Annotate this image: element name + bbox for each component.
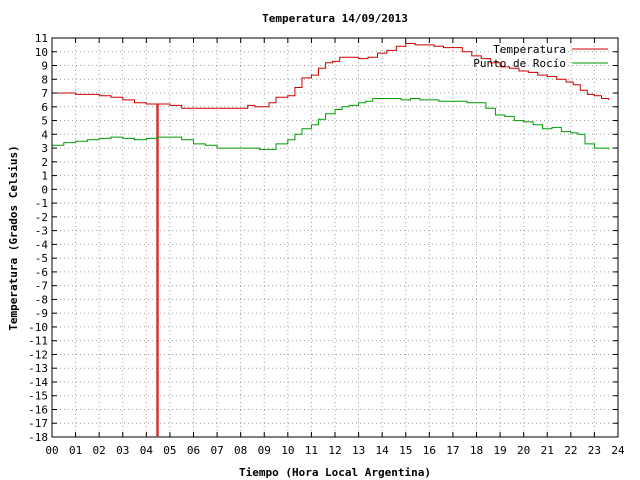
y-tick-label: 6 — [41, 101, 48, 114]
y-tick-label: 3 — [41, 142, 48, 155]
y-tick-label: -13 — [28, 362, 48, 375]
y-tick-label: -11 — [28, 335, 48, 348]
y-tick-label: 5 — [41, 115, 48, 128]
y-tick-label: -17 — [28, 417, 48, 430]
x-tick-label: 01 — [69, 444, 82, 457]
grid — [52, 38, 618, 437]
y-tick-label: -10 — [28, 321, 48, 334]
x-tick-label: 24 — [611, 444, 625, 457]
y-tick-label: -15 — [28, 390, 48, 403]
x-tick-label: 20 — [517, 444, 530, 457]
y-tick-label: -8 — [35, 293, 48, 306]
y-tick-label: -5 — [35, 252, 48, 265]
x-tick-label: 12 — [328, 444, 341, 457]
y-tick-label: -2 — [35, 211, 48, 224]
x-tick-label: 05 — [163, 444, 176, 457]
legend-label-1: Temperatura — [493, 43, 566, 56]
y-tick-label: -6 — [35, 266, 48, 279]
y-tick-label: 2 — [41, 156, 48, 169]
x-tick-label: 04 — [140, 444, 154, 457]
y-tick-label: 4 — [41, 128, 48, 141]
y-tick-label: -9 — [35, 307, 48, 320]
x-tick-label: 09 — [258, 444, 271, 457]
x-tick-label: 16 — [423, 444, 436, 457]
y-tick-label: 11 — [35, 32, 48, 45]
y-tick-label: 10 — [35, 46, 48, 59]
chart-title: Temperatura 14/09/2013 — [262, 12, 408, 25]
y-axis-label: Temperatura (Grados Celsius) — [7, 145, 20, 330]
y-tick-label: 9 — [41, 60, 48, 73]
y-tick-label: -1 — [35, 197, 48, 210]
x-tick-label: 07 — [210, 444, 223, 457]
x-tick-label: 22 — [564, 444, 577, 457]
x-tick-label: 03 — [116, 444, 129, 457]
series-line-2 — [52, 98, 610, 150]
x-tick-label: 19 — [493, 444, 506, 457]
x-tick-label: 11 — [305, 444, 318, 457]
y-tick-label: 0 — [41, 183, 48, 196]
y-tick-label: 8 — [41, 73, 48, 86]
x-axis-label: Tiempo (Hora Local Argentina) — [239, 466, 431, 479]
y-tick-label: 7 — [41, 87, 48, 100]
y-tick-label: -18 — [28, 431, 48, 444]
x-tick-label: 18 — [470, 444, 483, 457]
x-tick-label: 23 — [588, 444, 601, 457]
legend-label-2: Punto de Rocío — [473, 57, 566, 70]
x-tick-label: 17 — [446, 444, 459, 457]
y-tick-label: -4 — [35, 238, 49, 251]
x-tick-label: 00 — [45, 444, 58, 457]
series-line-1 — [52, 43, 610, 437]
axis-ticks: -18-17-16-15-14-13-12-11-10-9-8-7-6-5-4-… — [28, 32, 625, 457]
y-tick-label: -14 — [28, 376, 48, 389]
series-layer — [52, 43, 610, 437]
y-tick-label: -3 — [35, 225, 48, 238]
x-tick-label: 08 — [234, 444, 247, 457]
x-tick-label: 14 — [376, 444, 390, 457]
x-tick-label: 06 — [187, 444, 200, 457]
y-tick-label: -12 — [28, 348, 48, 361]
y-tick-label: -7 — [35, 280, 48, 293]
x-tick-label: 02 — [93, 444, 106, 457]
x-tick-label: 21 — [541, 444, 554, 457]
x-tick-label: 13 — [352, 444, 365, 457]
x-tick-label: 10 — [281, 444, 294, 457]
y-tick-label: -16 — [28, 403, 48, 416]
y-tick-label: 1 — [41, 170, 48, 183]
x-tick-label: 15 — [399, 444, 412, 457]
